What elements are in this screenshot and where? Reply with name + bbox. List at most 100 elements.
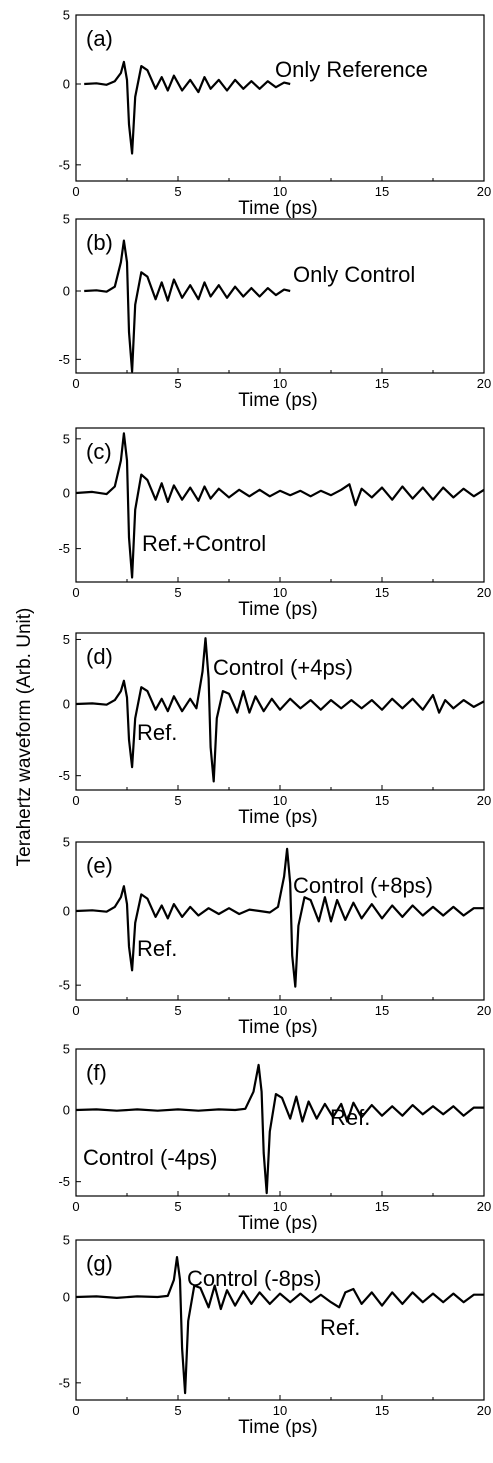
x-tick-label: 15 <box>375 793 389 808</box>
y-tick-label: -5 <box>58 768 70 783</box>
panel-c: 0 5 10 15 20 5 0 -5 Time (ps) (c) Ref.+Control <box>58 427 491 620</box>
x-axis-label: Time (ps) <box>238 1417 318 1438</box>
x-tick-label: 10 <box>273 184 287 199</box>
x-tick-label: 20 <box>477 793 491 808</box>
x-tick-label: 0 <box>72 793 79 808</box>
y-tick-label: 0 <box>63 697 70 712</box>
y-axis-label: Terahertz waveform (Arb. Unit) <box>14 608 35 867</box>
x-tick-label: 20 <box>477 1003 491 1018</box>
annotation: Ref. <box>137 936 177 961</box>
y-tick-label: -5 <box>58 157 70 172</box>
x-axis-label: Time (ps) <box>238 390 318 411</box>
waveform-line <box>75 637 485 783</box>
annotation: Ref.+Control <box>142 531 266 556</box>
x-axis-label: Time (ps) <box>238 198 318 219</box>
x-tick-label: 5 <box>174 376 181 391</box>
annotation: Control (+8ps) <box>293 873 433 898</box>
y-tick-label: 0 <box>63 77 70 92</box>
y-tick-label: 5 <box>63 835 70 850</box>
y-tick-label: 5 <box>63 431 70 446</box>
x-tick-label: 20 <box>477 1403 491 1418</box>
x-tick-label: 20 <box>477 184 491 199</box>
waveform-line <box>75 1063 484 1195</box>
waveform-line <box>75 432 485 579</box>
x-tick-label: 0 <box>72 1403 79 1418</box>
waveform-line <box>84 60 291 155</box>
annotation: Only Reference <box>275 57 428 82</box>
x-tick-label: 10 <box>273 376 287 391</box>
x-tick-label: 5 <box>174 585 181 600</box>
x-tick-label: 5 <box>174 184 181 199</box>
x-axis-label: Time (ps) <box>238 807 318 828</box>
x-tick-label: 15 <box>375 585 389 600</box>
annotation: Only Control <box>293 262 415 287</box>
x-tick-label: 10 <box>273 793 287 808</box>
annotation: Ref. <box>330 1105 370 1130</box>
panel-label: (d) <box>86 644 113 669</box>
annotation: Control (-4ps) <box>83 1145 217 1170</box>
x-axis-label: Time (ps) <box>238 1017 318 1038</box>
panel-label: (g) <box>86 1251 113 1276</box>
waveform-line <box>84 239 291 373</box>
x-tick-label: 5 <box>174 1403 181 1418</box>
plot-frame <box>75 427 485 583</box>
panel-label: (f) <box>86 1060 107 1085</box>
x-tick-label: 0 <box>72 1003 79 1018</box>
x-tick-label: 0 <box>72 184 79 199</box>
y-tick-label: 5 <box>63 632 70 647</box>
annotation: Ref. <box>320 1315 360 1340</box>
y-tick-label: 5 <box>63 8 70 23</box>
y-tick-label: -5 <box>58 978 70 993</box>
x-tick-label: 15 <box>375 1003 389 1018</box>
x-tick-label: 0 <box>72 585 79 600</box>
y-tick-label: -5 <box>58 541 70 556</box>
waveform-line <box>75 1256 484 1395</box>
plot-frame <box>75 841 485 1001</box>
y-tick-label: 5 <box>63 1042 70 1057</box>
x-tick-label: 5 <box>174 1003 181 1018</box>
x-tick-label: 10 <box>273 1199 287 1214</box>
x-tick-label: 5 <box>174 1199 181 1214</box>
x-tick-label: 20 <box>477 376 491 391</box>
panel-label: (c) <box>86 439 112 464</box>
x-axis-label: Time (ps) <box>238 599 318 620</box>
x-tick-label: 20 <box>477 585 491 600</box>
annotation: Ref. <box>137 720 177 745</box>
y-tick-label: 5 <box>63 1233 70 1248</box>
x-tick-label: 10 <box>273 585 287 600</box>
panel-label: (e) <box>86 853 113 878</box>
x-tick-label: 0 <box>72 1199 79 1214</box>
x-tick-label: 15 <box>375 184 389 199</box>
x-tick-label: 15 <box>375 1199 389 1214</box>
y-tick-label: 0 <box>63 284 70 299</box>
annotation: Control (+4ps) <box>213 655 353 680</box>
plot-frame <box>75 1048 485 1197</box>
panel-label: (b) <box>86 230 113 255</box>
x-tick-label: 20 <box>477 1199 491 1214</box>
y-tick-label: -5 <box>58 1174 70 1189</box>
x-tick-label: 15 <box>375 1403 389 1418</box>
plot-frame <box>75 14 485 182</box>
y-tick-label: 0 <box>63 1103 70 1118</box>
x-tick-label: 10 <box>273 1003 287 1018</box>
annotation: Control (-8ps) <box>187 1266 321 1291</box>
y-tick-label: 0 <box>63 904 70 919</box>
plot-frame <box>75 1239 485 1401</box>
y-tick-label: 0 <box>63 1290 70 1305</box>
x-tick-label: 15 <box>375 376 389 391</box>
x-tick-label: 5 <box>174 793 181 808</box>
panel-label: (a) <box>86 26 113 51</box>
y-tick-label: 5 <box>63 212 70 227</box>
y-tick-label: 0 <box>63 486 70 501</box>
y-tick-label: -5 <box>58 352 70 367</box>
x-tick-label: 0 <box>72 376 79 391</box>
x-tick-label: 10 <box>273 1403 287 1418</box>
